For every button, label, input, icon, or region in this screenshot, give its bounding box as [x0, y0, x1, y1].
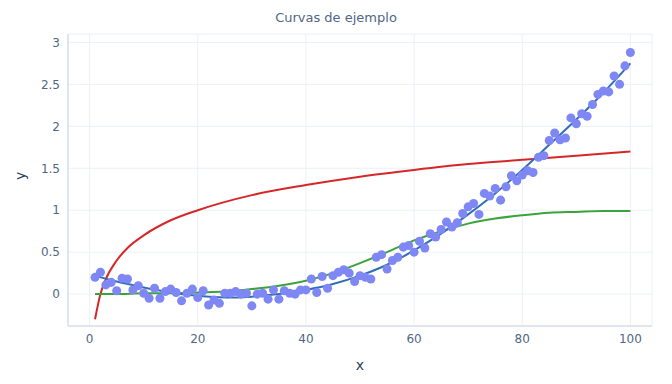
html-text:Curvas de ejemplo: Curvas de ejemplo — [275, 10, 397, 25]
svg-text:3: 3 — [52, 36, 60, 50]
svg-text:80: 80 — [515, 332, 530, 346]
svg-text:0: 0 — [86, 332, 94, 346]
svg-text:0: 0 — [52, 287, 60, 301]
svg-text:1.5: 1.5 — [41, 162, 60, 176]
svg-text:0.5: 0.5 — [41, 245, 60, 259]
svg-text:2: 2 — [52, 120, 60, 134]
svg-text:40: 40 — [298, 332, 313, 346]
svg-text:20: 20 — [190, 332, 205, 346]
svg-text:1: 1 — [52, 203, 60, 217]
svg-text:2.5: 2.5 — [41, 78, 60, 92]
svg-text:60: 60 — [406, 332, 421, 346]
svg-text:100: 100 — [619, 332, 642, 346]
svg-text:y: y — [12, 172, 28, 180]
svg-text:x: x — [356, 357, 364, 373]
